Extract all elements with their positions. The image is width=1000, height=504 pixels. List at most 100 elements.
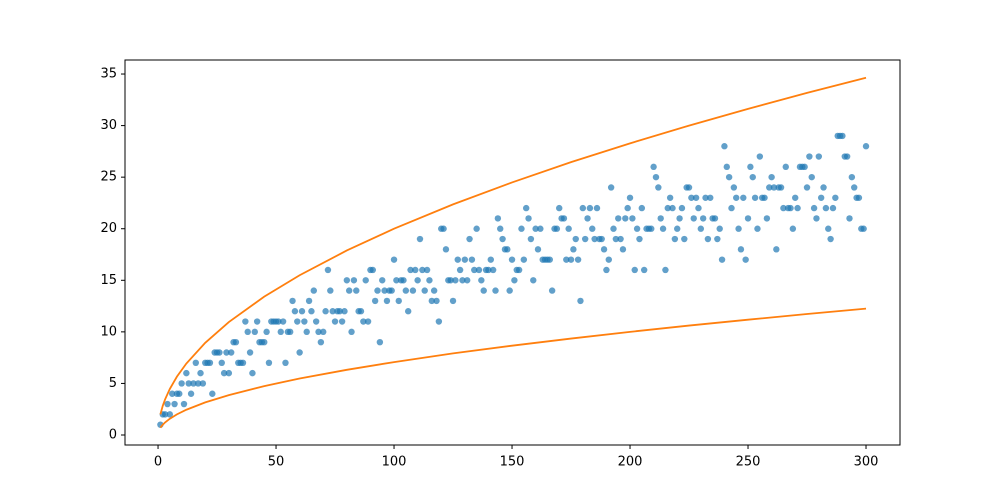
scatter-point (636, 235, 643, 243)
scatter-point (463, 277, 471, 284)
y-tick-label: 30 (100, 118, 117, 133)
scatter-point (747, 163, 754, 171)
scatter-point (506, 287, 513, 294)
scatter-point (600, 246, 608, 253)
x-tick-label: 200 (618, 455, 643, 470)
scatter-point (317, 338, 325, 346)
scatter-point (671, 235, 679, 243)
scatter-point (468, 256, 476, 263)
scatter-point (546, 256, 553, 263)
scatter-point (633, 225, 641, 232)
scatter-point (780, 204, 787, 212)
scatter-point (733, 194, 740, 201)
scatter-point (756, 153, 764, 160)
scatter-point (515, 266, 523, 274)
scatter-point (848, 173, 856, 181)
scatter-point (223, 349, 230, 356)
scatter-point (161, 411, 169, 418)
scatter-point (275, 318, 282, 325)
scatter-point (598, 235, 605, 243)
scatter-point (565, 225, 572, 232)
scatter-point (810, 204, 818, 212)
scatter-point (164, 400, 171, 408)
scatter-point (407, 266, 414, 274)
scatter-point (615, 215, 622, 222)
scatter-point (409, 287, 417, 294)
scatter-point (815, 153, 823, 160)
scatter-point (650, 163, 657, 171)
scatter-point (607, 184, 615, 191)
scatter-point (369, 266, 376, 274)
scatter-point (310, 287, 317, 294)
scatter-point (423, 266, 431, 274)
scatter-point (685, 184, 693, 191)
scatter-point (305, 297, 313, 305)
scatter-point (298, 308, 306, 315)
scatter-point (232, 338, 240, 346)
scatter-point (794, 204, 801, 212)
scatter-point (626, 194, 634, 201)
scatter-point (286, 328, 294, 336)
scatter-point (822, 204, 830, 212)
scatter-point (581, 235, 589, 243)
scatter-point (178, 380, 185, 387)
scatter-point (591, 235, 598, 243)
scatter-point (414, 277, 421, 284)
scatter-point (553, 225, 561, 232)
scatter-point (846, 215, 853, 222)
scatter-point (480, 287, 487, 294)
scatter-point (574, 256, 582, 263)
scatter-point (652, 173, 660, 181)
scatter-point (497, 225, 504, 232)
scatter-point (801, 163, 808, 171)
scatter-point (721, 143, 728, 150)
x-tick-label: 50 (268, 455, 285, 470)
scatter-point (381, 287, 388, 294)
scatter-point (525, 215, 532, 222)
scatter-point (379, 277, 386, 284)
scatter-point (301, 318, 308, 325)
scatter-point (242, 318, 249, 325)
scatter-point (520, 256, 528, 263)
x-tick-label: 0 (154, 455, 162, 470)
y-tick-label: 10 (100, 324, 117, 339)
scatter-point (303, 328, 310, 336)
scatter-point (584, 215, 591, 222)
scatter-point (577, 297, 584, 305)
scatter-point (227, 349, 235, 356)
scatter-point (421, 287, 428, 294)
scatter-point (763, 215, 771, 222)
scatter-point (669, 204, 676, 212)
scatter-point (393, 277, 400, 284)
scatter-point (494, 215, 502, 222)
scatter-point (735, 225, 742, 232)
scatter-point (817, 194, 825, 201)
scatter-point (404, 308, 412, 315)
scatter-point (492, 287, 499, 294)
scatter-point (371, 297, 379, 305)
scatter-point (194, 380, 202, 387)
scatter-point (308, 308, 315, 315)
scatter-point (336, 308, 343, 315)
curve (159, 76, 867, 415)
scatter-point (390, 256, 398, 263)
scatter-point (589, 225, 596, 232)
scatter-point (742, 256, 749, 263)
scatter-point (395, 297, 402, 305)
scatter-point (489, 266, 497, 274)
scatter-point (508, 256, 516, 263)
scatter-point (289, 297, 296, 305)
x-tick-label: 250 (736, 455, 761, 470)
scatter-point (586, 204, 594, 212)
scatter-point (579, 204, 587, 212)
scatter-point (388, 287, 395, 294)
scatter-point (825, 225, 832, 232)
y-tick-label: 0 (109, 427, 117, 442)
scatter-point (851, 184, 858, 191)
scatter-point (820, 184, 827, 191)
scatter-point (452, 277, 459, 284)
scatter-point (251, 328, 258, 336)
scatter-point (374, 287, 381, 294)
scatter-point (246, 349, 254, 356)
x-tick-label: 150 (500, 455, 525, 470)
